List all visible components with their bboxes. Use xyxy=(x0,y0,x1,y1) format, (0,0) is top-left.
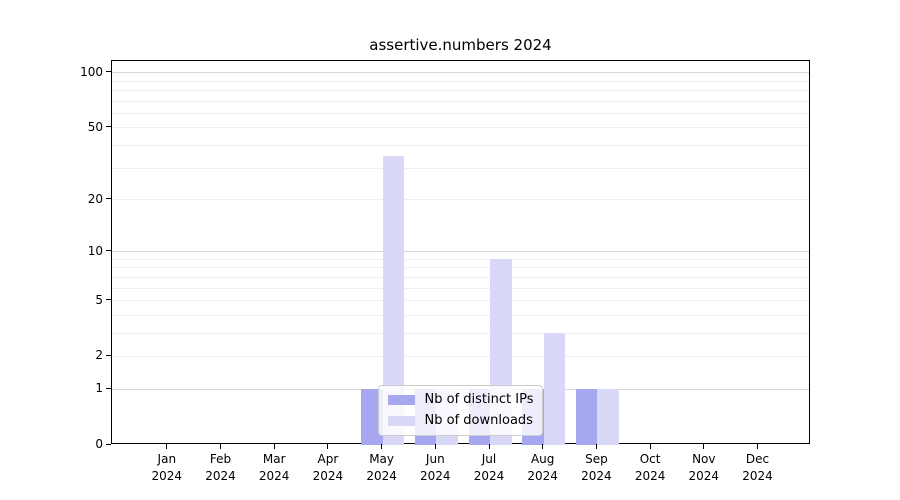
x-tick-jul-2024 xyxy=(488,444,490,449)
gridline-major-10 xyxy=(112,251,809,253)
gridline-minor-7 xyxy=(112,276,809,278)
x-tick-label-nov-2024: Nov 2024 xyxy=(688,452,720,483)
bar-nb-of-distinct-ips-sep-2024 xyxy=(575,389,598,445)
y-tick-label-20: 20 xyxy=(87,191,103,206)
x-tick-label-sep-2024: Sep 2024 xyxy=(581,452,612,483)
y-tick-2 xyxy=(106,354,111,356)
y-tick-20 xyxy=(106,198,111,199)
chart-title: assertive.numbers 2024 xyxy=(369,36,552,54)
y-tick-label-1: 1 xyxy=(95,381,103,396)
y-tick-0 xyxy=(106,443,111,445)
y-tick-label-2: 2 xyxy=(95,348,103,363)
bar-nb-of-distinct-ips-may-2024 xyxy=(361,389,383,445)
y-tick-1 xyxy=(106,387,111,389)
x-tick-jan-2024 xyxy=(166,444,168,449)
plot-area: Nb of distinct IPs Nb of downloads xyxy=(111,60,810,445)
gridline-minor-2 xyxy=(112,355,809,357)
gridline-minor-6 xyxy=(112,287,809,289)
legend-label-downloads: Nb of downloads xyxy=(424,413,533,428)
gridline-minor-80 xyxy=(112,90,809,92)
x-tick-apr-2024 xyxy=(327,444,329,449)
gridline-major-100 xyxy=(112,72,809,74)
legend: Nb of distinct IPs Nb of downloads xyxy=(377,385,544,436)
y-tick-label-0: 0 xyxy=(95,437,103,451)
gridline-minor-60 xyxy=(112,113,809,115)
x-tick-dec-2024 xyxy=(757,444,758,449)
x-tick-aug-2024 xyxy=(542,444,544,449)
y-tick-50 xyxy=(106,126,111,128)
gridline-minor-30 xyxy=(112,167,809,169)
x-tick-oct-2024 xyxy=(649,444,651,449)
y-tick-label-5: 5 xyxy=(95,292,103,307)
x-tick-feb-2024 xyxy=(220,444,221,449)
x-tick-sep-2024 xyxy=(595,444,597,449)
x-tick-label-oct-2024: Oct 2024 xyxy=(634,452,666,483)
bar-nb-of-downloads-sep-2024 xyxy=(597,389,619,445)
bar-nb-of-downloads-aug-2024 xyxy=(543,333,566,445)
gridline-minor-3 xyxy=(112,332,809,334)
y-tick-label-10: 10 xyxy=(87,243,103,258)
x-tick-label-aug-2024: Aug 2024 xyxy=(527,452,558,483)
legend-swatch-downloads xyxy=(387,416,415,426)
x-tick-label-feb-2024: Feb 2024 xyxy=(205,452,236,483)
gridline-minor-40 xyxy=(112,145,809,147)
y-tick-100 xyxy=(106,71,111,73)
x-tick-nov-2024 xyxy=(703,444,705,449)
legend-item-distinct-ips: Nb of distinct IPs xyxy=(387,391,534,409)
x-tick-label-jun-2024: Jun 2024 xyxy=(420,452,451,483)
x-tick-mar-2024 xyxy=(273,444,275,449)
x-tick-label-dec-2024: Dec 2024 xyxy=(742,452,773,483)
x-tick-label-jan-2024: Jan 2024 xyxy=(151,452,183,483)
x-tick-label-mar-2024: Mar 2024 xyxy=(258,452,290,483)
gridline-minor-70 xyxy=(112,100,809,102)
x-tick-jun-2024 xyxy=(434,444,436,449)
x-tick-label-jul-2024: Jul 2024 xyxy=(473,452,505,483)
gridline-minor-50 xyxy=(112,127,809,129)
gridline-minor-4 xyxy=(112,314,809,316)
legend-item-downloads: Nb of downloads xyxy=(387,412,534,430)
y-tick-label-100: 100 xyxy=(80,64,103,79)
gridline-minor-20 xyxy=(112,199,809,200)
gridline-minor-90 xyxy=(112,80,809,82)
legend-label-distinct-ips: Nb of distinct IPs xyxy=(424,392,534,407)
gridline-minor-8 xyxy=(112,267,809,269)
gridline-minor-5 xyxy=(112,300,809,302)
y-tick-5 xyxy=(106,299,111,301)
y-tick-10 xyxy=(106,250,111,252)
x-tick-may-2024 xyxy=(381,444,383,449)
gridline-minor-9 xyxy=(112,258,809,260)
x-tick-label-may-2024: May 2024 xyxy=(366,452,397,483)
bar-nb-of-downloads-may-2024 xyxy=(382,156,405,445)
legend-swatch-distinct-ips xyxy=(387,395,415,405)
y-tick-label-50: 50 xyxy=(87,119,103,134)
x-tick-label-apr-2024: Apr 2024 xyxy=(312,452,344,483)
